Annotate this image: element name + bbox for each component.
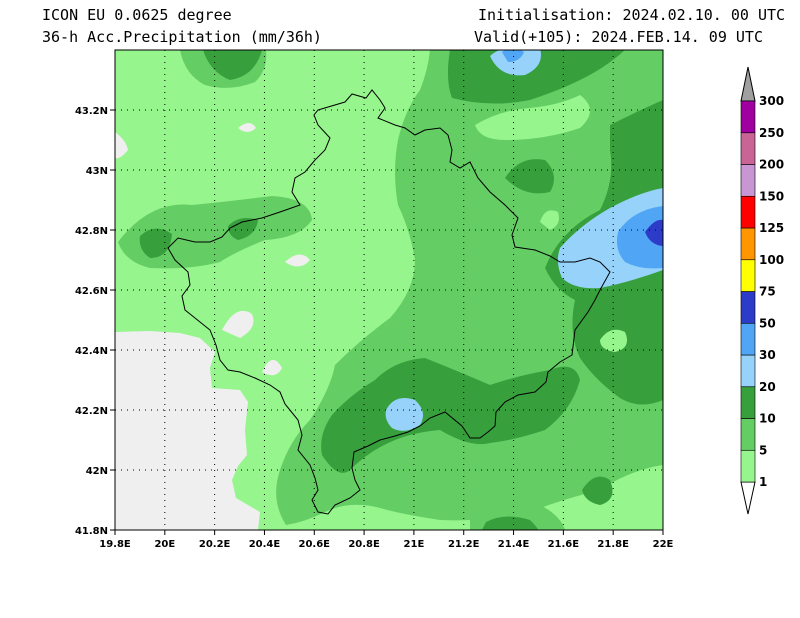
colorbar-swatch <box>740 100 756 134</box>
colorbar-swatch <box>740 259 756 292</box>
colorbar-label: 125 <box>759 221 784 235</box>
no-precip-area-west <box>115 331 260 530</box>
colorbar-label: 150 <box>759 189 784 203</box>
precip-area-1mm <box>475 95 590 140</box>
x-tick-label: 20.6E <box>299 539 331 550</box>
colorbar-label: 30 <box>759 348 776 362</box>
colorbar-label: 20 <box>759 380 776 394</box>
no-precip-patch <box>285 254 310 267</box>
colorbar-min-arrow <box>740 481 756 515</box>
latitude-axis: 41.8N 42N 42.2N 42.4N 42.6N 42.8N 43N 43.2N <box>75 106 115 537</box>
x-tick-label: 20E <box>154 539 175 550</box>
no-precip-patch <box>115 132 128 159</box>
colorbar-swatch <box>740 227 756 261</box>
colorbar-swatch <box>740 449 756 483</box>
colorbar-swatch <box>740 354 756 388</box>
y-tick-label: 42.6N <box>75 286 108 297</box>
x-tick-label: 20.8E <box>348 539 380 550</box>
y-tick-label: 42N <box>86 466 108 477</box>
x-tick-label: 20.4E <box>249 539 281 550</box>
field-title: 36-h Acc.Precipitation (mm/36h) <box>42 28 322 46</box>
precip-area-1mm <box>540 210 559 230</box>
precip-area-30mm <box>616 206 663 269</box>
colorbar-label: 10 <box>759 412 776 426</box>
x-tick-label: 21.6E <box>548 539 580 550</box>
no-precip-patch <box>262 359 282 376</box>
colorbar-label: 50 <box>759 316 776 330</box>
precip-area-10mm <box>228 218 258 240</box>
precip-area-10mm <box>203 50 262 80</box>
y-tick-label: 42.4N <box>75 346 108 357</box>
precip-area-1mm <box>600 329 628 352</box>
graticule <box>115 50 663 530</box>
x-tick-label: 21E <box>404 539 425 550</box>
no-precip-patch <box>238 123 256 132</box>
colorbar-label: 200 <box>759 158 784 172</box>
colorbar-label: 250 <box>759 126 784 140</box>
colorbar: 1 5 10 20 30 50 75 100 125 150 200 250 300 <box>740 66 784 515</box>
valid-time: Valid(+105): 2024.FEB.14. 09 UTC <box>474 28 763 46</box>
y-tick-label: 43.2N <box>75 106 108 117</box>
colorbar-max-arrow <box>740 66 756 102</box>
colorbar-swatch <box>740 418 756 451</box>
precip-area-20mm <box>490 50 541 76</box>
precip-area-30mm <box>502 50 524 62</box>
x-tick-label: 22E <box>653 539 674 550</box>
precip-area-10mm <box>582 476 613 505</box>
colorbar-swatch <box>740 291 756 324</box>
colorbar-label: 100 <box>759 253 784 267</box>
precip-area-10mm <box>482 516 538 530</box>
colorbar-swatch <box>740 132 756 165</box>
country-border <box>167 89 611 515</box>
init-time: Initialisation: 2024.02.10. 00 UTC <box>478 6 786 24</box>
colorbar-label: 5 <box>759 443 767 457</box>
colorbar-swatch <box>740 195 756 229</box>
precip-area-10mm <box>139 228 172 258</box>
colorbar-label: 1 <box>759 475 767 489</box>
y-tick-label: 41.8N <box>75 526 108 537</box>
y-tick-label: 42.2N <box>75 406 108 417</box>
precip-area-10mm <box>321 358 580 473</box>
colorbar-swatch <box>740 386 756 419</box>
y-tick-label: 42.8N <box>75 226 108 237</box>
colorbar-label: 300 <box>759 94 784 108</box>
precip-area-50mm <box>645 219 663 246</box>
precip-area-10mm <box>505 159 554 194</box>
colorbar-label: 75 <box>759 285 776 299</box>
x-tick-label: 21.2E <box>448 539 480 550</box>
x-tick-label: 21.8E <box>597 539 629 550</box>
x-tick-label: 21.4E <box>498 539 530 550</box>
x-tick-label: 19.8E <box>99 539 131 550</box>
colorbar-swatch <box>740 164 756 197</box>
precip-area-10mm <box>447 50 625 104</box>
no-precip-patch <box>222 310 254 338</box>
precipitation-field <box>115 50 663 530</box>
colorbar-swatch <box>740 322 756 356</box>
y-tick-label: 43N <box>86 166 108 177</box>
x-tick-label: 20.2E <box>199 539 231 550</box>
model-title: ICON EU 0.0625 degree <box>42 6 232 24</box>
longitude-axis: 19.8E 20E 20.2E 20.4E 20.6E 20.8E 21E 21.2E 21.4… <box>99 530 674 550</box>
